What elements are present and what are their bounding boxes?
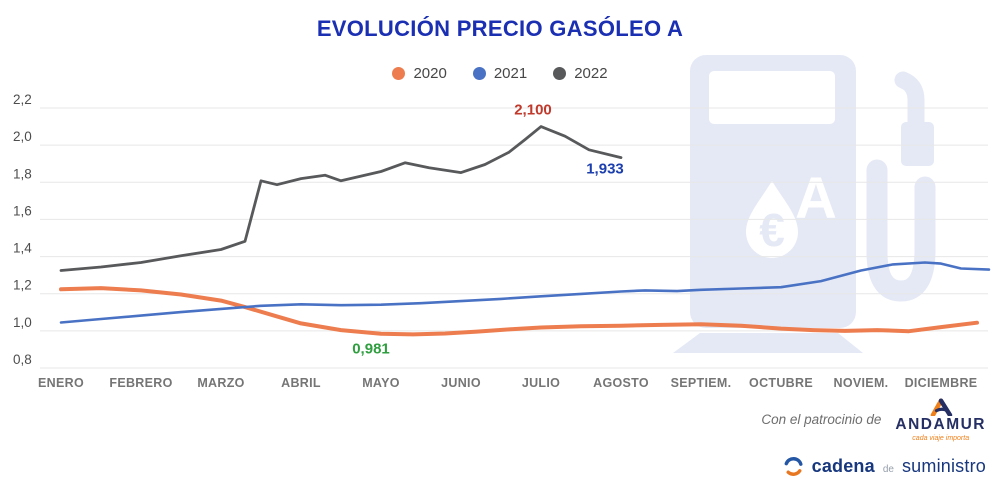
x-tick-label-MARZO: MARZO xyxy=(197,376,244,390)
sponsor-row: Con el patrocinio de ANDAMUR cada viaje … xyxy=(761,398,986,442)
y-tick-label: 1,2 xyxy=(13,278,32,293)
y-tick-label: 1,0 xyxy=(13,315,32,330)
andamur-mark-icon xyxy=(930,398,952,416)
y-tick-label: 2,0 xyxy=(13,129,32,144)
annotation-2,100: 2,100 xyxy=(514,102,552,119)
x-tick-label-MAYO: MAYO xyxy=(362,376,400,390)
cadena-word: cadena xyxy=(811,456,875,476)
y-tick-label: 1,4 xyxy=(13,241,32,256)
x-tick-label-JUNIO: JUNIO xyxy=(441,376,481,390)
legend-dot xyxy=(553,66,567,80)
page-title: EVOLUCIÓN PRECIO GASÓLEO A xyxy=(316,16,684,41)
legend: 2020 2021 2022 xyxy=(0,64,1000,82)
x-tick-label-ENERO: ENERO xyxy=(38,376,84,390)
legend-label: 2021 xyxy=(493,64,528,82)
x-tick-label-FEBRERO: FEBRERO xyxy=(109,376,172,390)
pump-nozzle-spout xyxy=(894,71,925,133)
cadena-icon xyxy=(784,457,803,476)
pump-base xyxy=(673,333,863,353)
y-tick-label: 2,2 xyxy=(13,92,32,107)
sponsor-text: Con el patrocinio de xyxy=(761,412,882,428)
annotation-1,933: 1,933 xyxy=(586,161,624,178)
pump-nozzle xyxy=(901,122,934,166)
legend-item-2020[interactable]: 2020 xyxy=(392,64,447,82)
pump-hose xyxy=(866,159,936,302)
x-tick-label-DICIEMBRE: DICIEMBRE xyxy=(905,376,978,390)
legend-label: 2022 xyxy=(574,64,608,82)
andamur-logo[interactable]: ANDAMUR cada viaje importa xyxy=(895,398,986,442)
x-tick-label-NOVIEM.: NOVIEM. xyxy=(834,376,889,390)
y-tick-label: 0,8 xyxy=(13,352,32,367)
andamur-tagline: cada viaje importa xyxy=(912,434,970,442)
legend-label: 2020 xyxy=(413,64,447,82)
legend-dot xyxy=(472,66,486,80)
x-tick-label-OCTUBRE: OCTUBRE xyxy=(749,376,813,390)
letter-a-mark: A xyxy=(795,166,837,231)
series-line-2021 xyxy=(59,261,991,324)
suministro-word: suministro xyxy=(901,456,986,476)
andamur-name: ANDAMUR xyxy=(895,416,986,433)
legend-item-2021[interactable]: 2021 xyxy=(472,64,528,82)
legend-dot xyxy=(392,66,406,80)
series-line-2020 xyxy=(59,286,979,337)
pump-body xyxy=(690,55,856,328)
x-tick-label-ABRIL: ABRIL xyxy=(281,376,321,390)
x-tick-label-AGOSTO: AGOSTO xyxy=(593,376,649,390)
y-tick-label: 1,8 xyxy=(13,166,32,181)
euro-droplet-icon xyxy=(746,181,798,258)
series-line-2022 xyxy=(59,125,623,272)
legend-item-2022[interactable]: 2022 xyxy=(553,64,608,82)
x-tick-label-JULIO: JULIO xyxy=(522,376,560,390)
x-tick-label-SEPTIEM.: SEPTIEM. xyxy=(671,376,732,390)
de-word: de xyxy=(882,464,894,475)
cadena-de-suministro-logo[interactable]: cadena de suministro xyxy=(782,455,986,478)
euro-symbol: € xyxy=(759,204,785,256)
annotation-0,981: 0,981 xyxy=(352,340,390,357)
y-tick-label: 1,6 xyxy=(13,203,32,218)
